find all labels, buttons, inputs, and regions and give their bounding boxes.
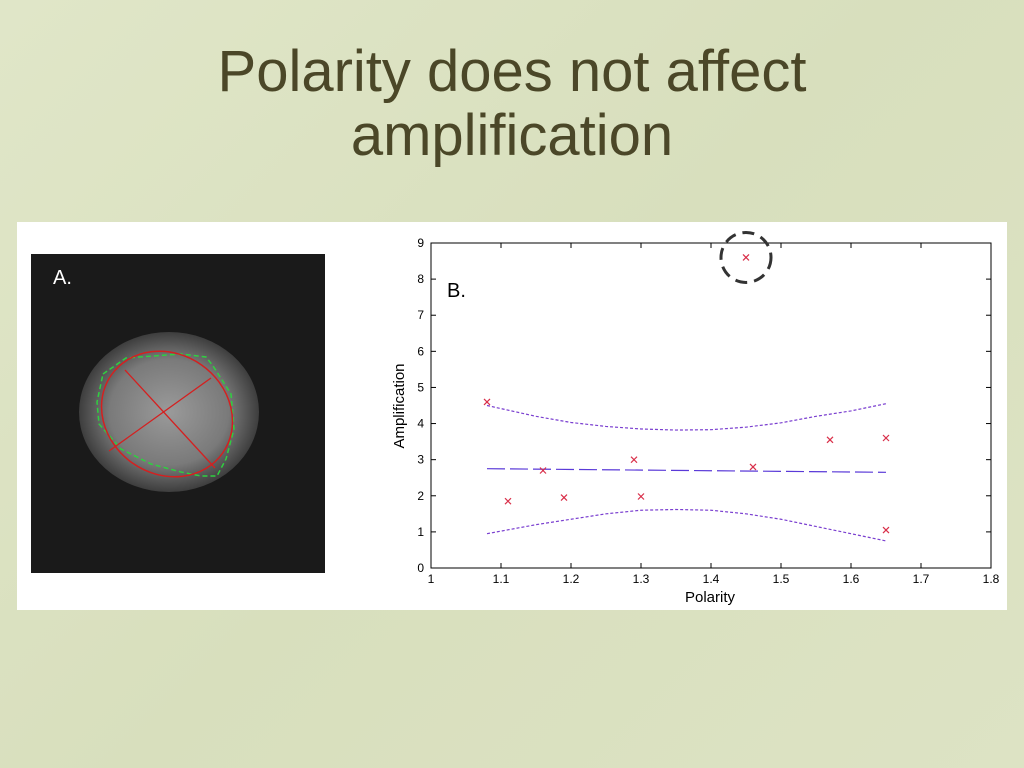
x-tick-label: 1.6 [843,572,860,586]
data-point [637,493,645,500]
regression-fit-line [486,468,887,473]
slide-title: Polarity does not affect amplification [0,40,1024,168]
y-tick-label: 9 [417,236,424,250]
data-point [539,467,547,474]
slide-title-line2: amplification [350,103,674,168]
data-point [826,436,834,444]
x-axis-label: Polarity [685,589,736,606]
x-tick-label: 1.1 [493,572,510,586]
outlier-highlight-circle [719,230,773,284]
x-tick-label: 1.7 [913,572,930,586]
cell-body [79,332,259,492]
data-point [742,254,750,261]
cell-fit-ellipse [100,350,234,478]
data-point [560,494,568,502]
x-tick-label: 1.4 [703,572,720,586]
data-point [504,497,512,505]
y-tick-label: 5 [417,380,424,394]
x-tick-label: 1.3 [633,572,650,586]
y-tick-label: 4 [417,417,424,431]
data-point [483,398,491,406]
data-point [749,463,757,471]
x-tick-label: 1.8 [983,572,1000,586]
x-tick-label: 1.5 [773,572,790,586]
y-tick-label: 1 [417,525,424,539]
cell-contour-dashed [96,353,235,477]
plot-area [430,242,992,569]
cell-image-svg [79,332,259,492]
ellipse-axis-major [124,369,216,469]
y-axis-label: Amplification [391,363,408,448]
panel-b-label: B. [447,280,466,302]
data-point [882,434,890,442]
data-point [630,456,638,464]
x-tick-label: 1.2 [563,572,580,586]
y-tick-label: 8 [417,272,424,286]
ellipse-axis-minor [108,377,212,452]
y-tick-label: 2 [417,489,424,503]
upper-confidence-band [486,403,887,431]
y-tick-label: 7 [417,308,424,322]
x-tick-label: 1 [428,572,435,586]
data-point [882,526,890,534]
panel-a-label: A. [53,267,72,289]
y-tick-label: 3 [417,453,424,467]
y-tick-label: 6 [417,344,424,358]
y-tick-label: 0 [417,561,424,575]
cell-microscopy-image [31,254,325,573]
slide-title-line1: Polarity does not affect [217,39,807,104]
